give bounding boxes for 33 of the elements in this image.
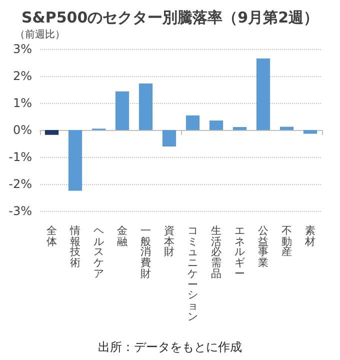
y-tick-label: 2% <box>12 69 32 83</box>
x-tick-label: 公益事業 <box>258 225 269 270</box>
bar <box>280 126 294 130</box>
bar <box>138 84 153 130</box>
y-tick-label: 1% <box>12 96 32 110</box>
x-tick-label: エネルギー <box>234 225 246 280</box>
x-tick-label: 金融 <box>116 225 128 248</box>
y-tick-label: 0% <box>12 123 32 137</box>
x-tick-label: 素材 <box>304 225 316 248</box>
x-tick-label: 一般消費財 <box>140 225 152 280</box>
x-tick-label: 不動産 <box>281 225 292 258</box>
x-tick-label: ヘルスケア <box>93 225 104 280</box>
x-tick-label: 生活必需品 <box>210 225 222 280</box>
y-tick-label: -3% <box>8 204 32 218</box>
text: 出所：データをもとに作成 <box>98 340 242 354</box>
bar <box>256 58 270 130</box>
y-tick-label: -1% <box>8 150 32 164</box>
x-tick-label: 情報技術 <box>70 225 81 270</box>
bar <box>115 91 130 130</box>
bar <box>209 120 224 130</box>
y-tick-label: -2% <box>8 177 32 191</box>
x-tick-label: 資本財 <box>164 225 175 258</box>
category-label: コミュニケーション <box>187 225 198 323</box>
bar <box>303 130 318 134</box>
chart-title: S&P500のセクター別騰落率（9月第2週） <box>21 8 319 26</box>
y-tick-label: 3% <box>12 42 32 56</box>
bar <box>44 130 59 135</box>
y-axis-title: （前週比） <box>15 28 65 40</box>
bar <box>232 127 247 130</box>
x-tick-label: 全体 <box>46 225 58 248</box>
bar <box>162 130 176 146</box>
bar <box>68 130 82 191</box>
bar <box>186 115 200 130</box>
